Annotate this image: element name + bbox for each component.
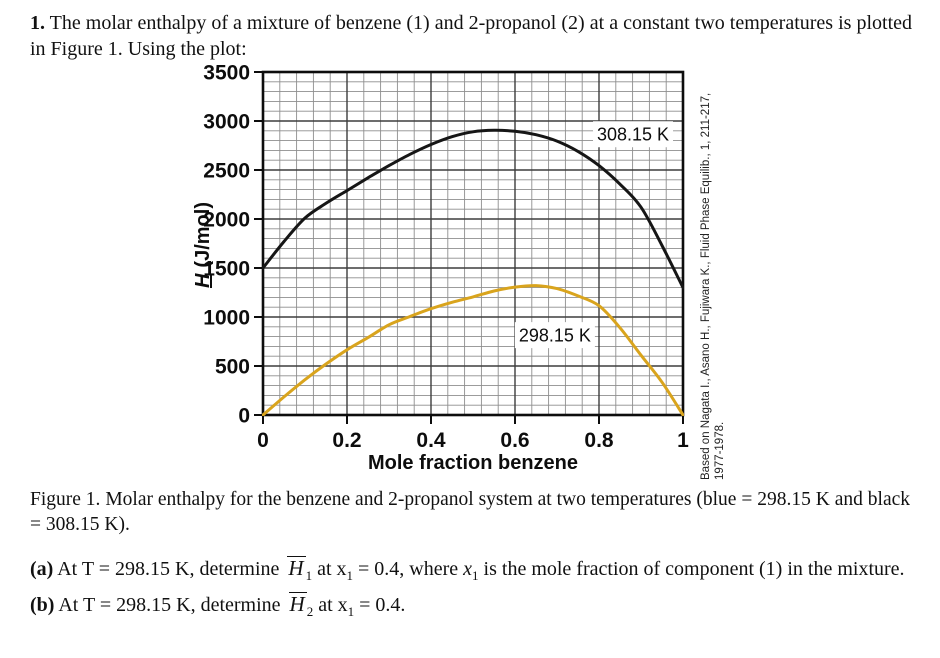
partial-molar-enthalpy-symbol: H — [288, 592, 307, 617]
x1-subscript: 1 — [347, 604, 355, 620]
curve-308-15-k — [262, 128, 684, 289]
figure-credit-line2: 1977-1978. — [714, 422, 726, 480]
curve-298-15-k — [262, 283, 684, 416]
question-a-text-4: is the mole fraction of component (1) in… — [478, 558, 905, 581]
x-tick-label: 0.4 — [416, 429, 446, 452]
question-a-text-1: At T = 298.15 K, determine — [53, 558, 285, 581]
y-tick-label: 500 — [215, 355, 250, 378]
temp-label: 298.15 K — [519, 325, 591, 345]
figure-1: H (J/mol) Mole fraction benzene Based on … — [0, 64, 940, 484]
x-tick-label: 0.6 — [500, 429, 529, 452]
y-tick-label: 1500 — [203, 257, 250, 280]
y-tick-label: 3500 — [203, 64, 250, 85]
figure-credit-line1: Based on Nagata I., Asano H., Fujiwara K… — [700, 93, 712, 480]
y-axis-title: H (J/mol) — [192, 202, 214, 288]
question-a-label: (a) — [30, 558, 54, 581]
y-tick-label: 0 — [238, 404, 250, 427]
problem-number: 1. — [30, 12, 45, 34]
temp-label: 308.15 K — [597, 125, 669, 145]
y-axis-units: (J/mol) — [192, 202, 214, 268]
partial-molar-enthalpy-symbol: H — [287, 556, 306, 581]
problem-statement: 1. The molar enthalpy of a mixture of be… — [30, 10, 912, 63]
question-b-label: (b) — [30, 594, 55, 617]
x-variable: x — [463, 558, 473, 581]
x1-subscript: 1 — [346, 568, 354, 584]
question-b-text-3: = 0.4. — [354, 594, 406, 617]
plot-border — [261, 70, 685, 417]
figure-caption: Figure 1. Molar enthalpy for the benzene… — [30, 488, 910, 536]
x-tick-label: 0.2 — [332, 429, 361, 452]
h1-subscript: 1 — [305, 568, 313, 584]
question-a-text-2: at x — [312, 558, 347, 581]
temp-label-bg — [593, 121, 674, 148]
y-tick-label: 2000 — [203, 208, 250, 231]
x-axis-title: Mole fraction benzene — [368, 452, 578, 474]
y-tick-label: 3000 — [203, 110, 250, 133]
question-b-text-1: At T = 298.15 K, determine — [54, 594, 286, 617]
x-tick-label: 0.8 — [584, 429, 614, 452]
x-variable-subscript: 1 — [472, 568, 479, 584]
problem-text: The molar enthalpy of a mixture of benze… — [30, 12, 912, 61]
enthalpy-chart: H (J/mol) Mole fraction benzene Based on … — [192, 64, 726, 480]
y-tick-label: 1000 — [203, 306, 250, 329]
question-b-text-2: at x — [313, 594, 348, 617]
y-tick-label: 2500 — [203, 159, 250, 182]
y-axis-symbol: H — [192, 273, 214, 288]
x-tick-label: 0 — [257, 429, 269, 452]
h2-subscript: 2 — [306, 604, 314, 620]
temp-label-bg — [514, 321, 595, 348]
question-a-text-3: = 0.4, where — [353, 558, 464, 581]
x-tick-label: 1 — [677, 429, 689, 452]
